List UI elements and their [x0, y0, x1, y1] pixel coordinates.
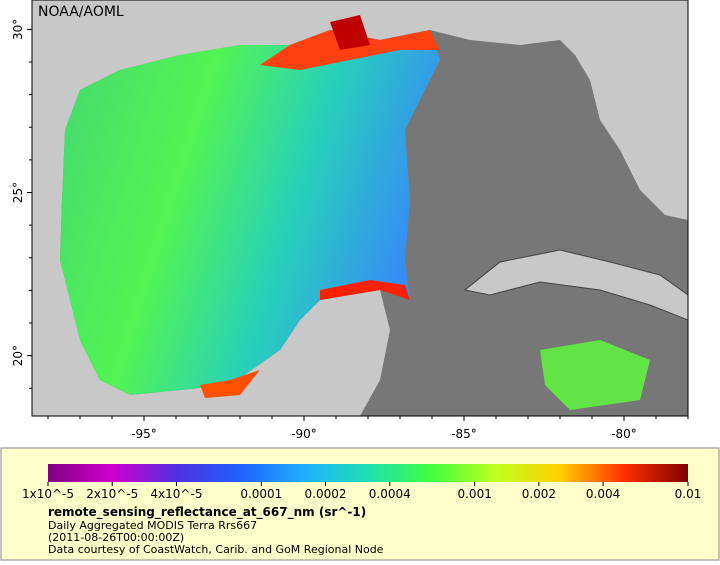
colorbar-tick-label: 0.0001 — [240, 487, 282, 501]
reflectance-field-caribbean — [540, 340, 650, 410]
high-reflectance-campeche — [200, 370, 260, 398]
map — [32, 0, 688, 416]
x-tick-label: -80° — [611, 427, 637, 441]
colorbar-tick-label: 0.01 — [675, 487, 702, 501]
y-tick-label: 30° — [11, 19, 25, 40]
land-florida — [560, 0, 688, 220]
credit: NOAA/AOML — [38, 4, 124, 20]
colorbar-tick-label: 2x10^-5 — [86, 487, 138, 501]
colorbar-ticks: 1x10^-5 2x10^-5 4x10^-5 0.0001 0.0002 0.0004 0… — [22, 482, 701, 501]
colorbar-tick-label: 4x10^-5 — [150, 487, 202, 501]
reflectance-field — [60, 30, 440, 395]
colorbar-tick-label: 0.002 — [522, 487, 556, 501]
colorbar — [48, 464, 688, 482]
colorbar-tick-label: 0.0002 — [305, 487, 347, 501]
map-frame — [31, 0, 689, 417]
colorbar-tick-label: 1x10^-5 — [22, 487, 74, 501]
axes: -95° -90° -85° -80° 20° 25° 30° — [11, 19, 689, 441]
land-cuba — [463, 249, 688, 321]
legend-title: remote_sensing_reflectance_at_667_nm (sr… — [48, 505, 366, 520]
high-reflectance-yucatan — [320, 280, 410, 300]
x-tick-label: -95° — [131, 427, 157, 441]
colorbar-tick-label: 0.001 — [457, 487, 491, 501]
colorbar-tick-label: 0.004 — [586, 487, 620, 501]
legend-line: Daily Aggregated MODIS Terra Rrs667 — [48, 519, 257, 532]
x-tick-label: -90° — [291, 427, 317, 441]
y-tick-label: 25° — [11, 182, 25, 203]
x-tick-label: -85° — [451, 427, 477, 441]
y-tick-label: 20° — [11, 345, 25, 366]
colorbar-tick-label: 0.0004 — [369, 487, 411, 501]
high-reflectance-delta — [330, 15, 370, 50]
land-west — [32, 0, 560, 416]
legend-line: Data courtesy of CoastWatch, Carib. and … — [48, 543, 384, 556]
legend-line: (2011-08-26T00:00:00Z) — [48, 531, 184, 544]
high-reflectance-coast — [260, 30, 440, 70]
